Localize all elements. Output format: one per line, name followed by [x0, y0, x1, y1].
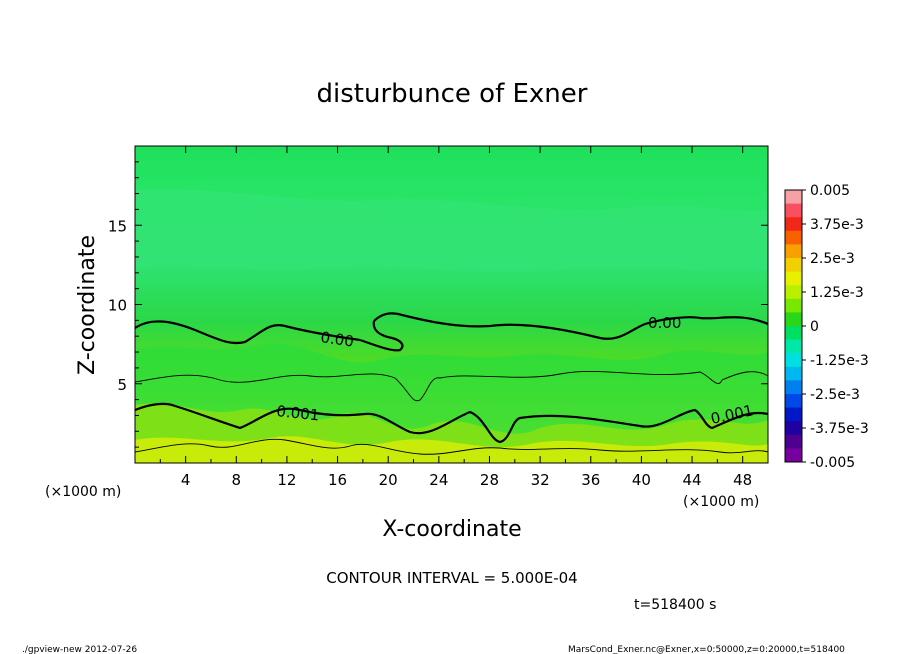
contour-label-zero-right: 0.00 — [648, 314, 681, 332]
colorbar-swatch — [785, 190, 802, 205]
colorbar-swatch — [785, 380, 802, 395]
y-tick-label: 10 — [108, 297, 127, 315]
x-tick-label: 8 — [232, 471, 242, 489]
colorbar-swatch — [785, 421, 802, 436]
x-tick-label: 28 — [480, 471, 499, 489]
colorbar-swatch — [785, 230, 802, 245]
contour-zero-loop — [359, 320, 404, 352]
x-tick-label: 4 — [181, 471, 191, 489]
contour-label-zero-left: 0.00 — [319, 328, 355, 350]
x-axis-ticks: 4 8 12 16 20 24 28 32 36 40 44 48 — [159, 146, 752, 489]
colorbar-swatch — [785, 312, 802, 327]
colorbar-label: -1.25e-3 — [810, 353, 869, 369]
x-tick-label: 20 — [379, 471, 398, 489]
colorbar-label: -2.5e-3 — [810, 387, 860, 403]
x-tick-label: 48 — [733, 471, 752, 489]
colorbar-swatch — [785, 258, 802, 273]
field-band-yellow — [135, 436, 768, 463]
colorbar-swatch — [785, 394, 802, 409]
colorbar-swatch — [785, 285, 802, 300]
colorbar-label: 0 — [810, 319, 819, 335]
colorbar-swatch — [785, 339, 802, 354]
plot-area: 0.00 0.00 0.001 0.001 — [135, 146, 768, 463]
x-tick-label: 44 — [682, 471, 701, 489]
colorbar-swatch — [785, 434, 802, 449]
footer-right: MarsCond_Exner.nc@Exner,x=0:50000,z=0:20… — [568, 645, 845, 654]
colorbar-swatch — [785, 217, 802, 232]
x-axis-label: X-coordinate — [382, 517, 521, 542]
y-tick-label: 5 — [117, 376, 127, 394]
y-axis-label: Z-coordinate — [75, 235, 100, 375]
colorbar-swatch — [785, 298, 802, 313]
colorbar-swatch — [785, 326, 802, 341]
colorbar-swatch — [785, 244, 802, 259]
colorbar-swatch — [785, 448, 802, 463]
contour-0001 — [135, 402, 768, 444]
x-tick-label: 36 — [581, 471, 600, 489]
x-tick-label: 32 — [531, 471, 550, 489]
colorbar-label: 3.75e-3 — [810, 217, 864, 233]
contour-thin-lower — [135, 438, 768, 455]
x-tick-label: 40 — [632, 471, 651, 489]
colorbar-swatch — [785, 353, 802, 368]
y-axis-ticks: 5 10 15 — [108, 161, 768, 448]
contour-label-0001-left: 0.001 — [276, 402, 321, 424]
colorbar-label: 0.005 — [810, 183, 850, 199]
time-label: t=518400 s — [634, 597, 716, 613]
field-band-upper — [135, 189, 768, 273]
contour-thin — [135, 370, 768, 402]
x-tick-label: 12 — [277, 471, 296, 489]
x-unit-left: (×1000 m) — [45, 484, 121, 500]
x-unit-right: (×1000 m) — [683, 494, 759, 510]
contour-zero — [135, 312, 768, 345]
colorbar-label: -0.005 — [810, 455, 855, 471]
colorbar-swatch — [785, 366, 802, 381]
colorbar: 0.005 3.75e-3 2.5e-3 1.25e-3 0 -1.25e-3 -2.5e-… — [784, 183, 869, 471]
chart-title: disturbunce of Exner — [317, 79, 588, 109]
colorbar-label: 1.25e-3 — [810, 285, 864, 301]
colorbar-swatch — [785, 203, 802, 218]
contour-interval: CONTOUR INTERVAL = 5.000E-04 — [326, 569, 577, 587]
colorbar-label: -3.75e-3 — [810, 421, 869, 437]
colorbar-swatch — [785, 407, 802, 422]
y-tick-label: 15 — [108, 217, 127, 235]
colorbar-label: 2.5e-3 — [810, 251, 855, 267]
x-tick-label: 24 — [429, 471, 448, 489]
colorbar-swatch — [785, 271, 802, 286]
footer-left: ./gpview-new 2012-07-26 — [22, 645, 137, 654]
x-tick-label: 16 — [328, 471, 347, 489]
